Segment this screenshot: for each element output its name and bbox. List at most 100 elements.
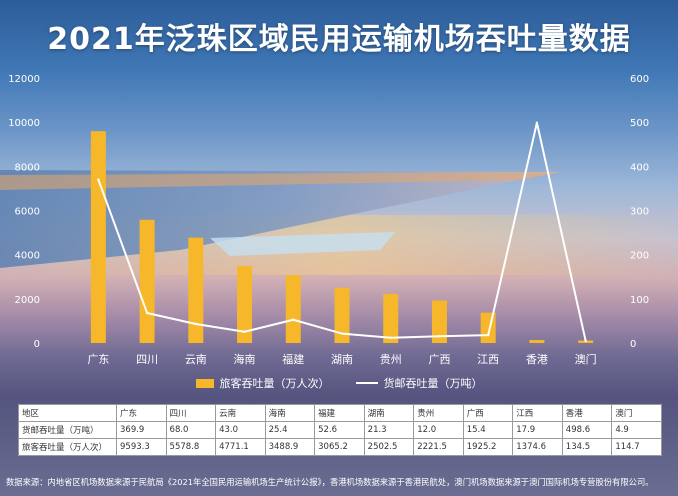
line-point <box>194 322 198 326</box>
bar <box>139 219 155 343</box>
table-header-cell: 广东 <box>116 404 167 422</box>
table-header-cell: 四川 <box>165 404 217 422</box>
legend-line-label: 货邮吞吐量（万吨） <box>383 377 483 390</box>
table-header-cell: 香港 <box>561 404 613 422</box>
category-label: 云南 <box>185 353 207 366</box>
right-axis-tick-label: 600 <box>630 74 649 85</box>
left-axis-tick-label: 4000 <box>15 251 40 262</box>
category-label: 四川 <box>136 353 158 366</box>
bar <box>383 293 399 343</box>
legend-bar-swatch <box>195 378 214 388</box>
data-table-container: 地区 广东 四川 云南 海南 福建 湖南 贵州 广西 江西 香港 澳门 货邮吞吐量（万吨） 369.9 6… <box>18 404 662 456</box>
category-label: 澳门 <box>575 352 597 366</box>
legend-line-swatch <box>355 382 378 384</box>
legend-item-bar: 旅客吞吐量（万人次） <box>195 375 330 391</box>
left-axis-tick-label: 6000 <box>15 207 40 218</box>
line-point <box>243 330 246 333</box>
line-point <box>535 121 539 124</box>
line-point <box>486 333 490 337</box>
table-row: 旅客吞吐量（万人次） 9593.3 5578.8 4771.1 3488.9 3065.2… <box>18 438 662 456</box>
table-cell: 25.4 <box>264 421 316 439</box>
category-label: 香港 <box>526 353 548 366</box>
category-label: 江西 <box>477 353 499 366</box>
category-label: 福建 <box>282 352 304 366</box>
table-cell: 9593.3 <box>116 438 167 456</box>
right-axis-tick-label: 0 <box>630 339 636 350</box>
table-cell: 4771.1 <box>215 438 266 456</box>
legend-bar-label: 旅客吞吐量（万人次） <box>219 377 330 390</box>
table-cell: 1374.6 <box>512 438 563 456</box>
bar <box>431 300 447 343</box>
left-axis-tick-label: 12000 <box>8 74 40 85</box>
category-label: 广西 <box>428 353 450 366</box>
chart-title: 2021年泛珠区域民用运输机场吞吐量数据 <box>47 22 631 57</box>
table-cell: 369.9 <box>116 421 167 439</box>
table-header-cell: 湖南 <box>363 404 415 422</box>
table-header-cell: 澳门 <box>611 404 662 422</box>
bar-series <box>90 131 594 343</box>
right-axis-tick-label: 300 <box>630 207 649 218</box>
table-cell: 2502.5 <box>363 438 415 456</box>
line-point <box>389 336 392 339</box>
right-axis-tick-label: 400 <box>630 162 649 173</box>
data-source-note: 数据来源：内地省区机场数据来源于民航局《2021年全国民用运输机场生产统计公报》… <box>6 477 654 487</box>
legend-item-line: 货邮吞吐量（万吨） <box>355 375 483 391</box>
table-header-cell: 广西 <box>462 404 514 422</box>
table-cell: 15.4 <box>462 421 514 439</box>
category-label: 海南 <box>234 352 256 366</box>
bar <box>90 131 106 343</box>
right-axis-ticks: 0 100 200 300 400 500 600 <box>630 74 649 350</box>
line-point <box>292 318 295 321</box>
table-cell: 2221.5 <box>413 438 464 456</box>
category-label: 广东 <box>87 353 109 366</box>
right-axis-tick-label: 500 <box>630 118 649 129</box>
table-cell: 68.0 <box>165 421 217 439</box>
category-labels: 广东 四川 云南 海南 福建 湖南 贵州 广西 江西 香港 澳门 <box>87 352 596 366</box>
table-cell: 43.0 <box>215 421 266 439</box>
table-header-cell: 江西 <box>512 404 563 422</box>
bar <box>529 340 545 343</box>
category-label: 贵州 <box>380 353 402 366</box>
left-axis-tick-label: 10000 <box>8 118 40 129</box>
table-cell: 5578.8 <box>165 438 217 456</box>
line-point <box>97 178 100 181</box>
table-cell: 货邮吞吐量（万吨） <box>18 421 117 439</box>
table-header-cell: 地区 <box>18 404 117 422</box>
line-point <box>145 311 149 315</box>
table-cell: 1925.2 <box>462 438 514 456</box>
table-header-cell: 云南 <box>215 404 266 422</box>
bar <box>334 287 350 343</box>
line-point <box>584 339 587 343</box>
category-label: 湖南 <box>331 353 353 366</box>
table-header-row: 地区 广东 四川 云南 海南 福建 湖南 贵州 广西 江西 香港 澳门 <box>18 404 662 422</box>
left-axis-tick-label: 8000 <box>15 162 40 173</box>
left-axis-ticks: 0 2000 4000 6000 8000 10000 12000 <box>8 74 40 350</box>
right-axis-tick-label: 100 <box>630 295 649 306</box>
table-cell: 498.6 <box>561 421 613 439</box>
table-cell: 旅客吞吐量（万人次） <box>18 438 117 456</box>
table-cell: 21.3 <box>363 421 415 439</box>
table-cell: 3065.2 <box>314 438 365 456</box>
bar <box>285 275 301 343</box>
left-axis-tick-label: 2000 <box>15 295 40 306</box>
table-cell: 114.7 <box>611 438 662 456</box>
table-header-cell: 海南 <box>264 404 316 422</box>
table-header-cell: 贵州 <box>413 404 464 422</box>
line-series <box>97 121 587 343</box>
table-cell: 3488.9 <box>264 438 316 456</box>
line-point <box>438 334 441 338</box>
left-axis-tick-label: 0 <box>34 339 40 350</box>
table-cell: 12.0 <box>413 421 464 439</box>
legend: 旅客吞吐量（万人次） 货邮吞吐量（万吨） <box>0 375 678 391</box>
chart-plot: 0 2000 4000 6000 8000 10000 12000 0 100 200 300 40… <box>8 74 649 366</box>
table-cell: 17.9 <box>512 421 563 439</box>
bar <box>237 265 253 343</box>
bar <box>480 312 496 343</box>
table-cell: 134.5 <box>561 438 613 456</box>
line-point <box>340 332 344 335</box>
table-cell: 52.6 <box>314 421 365 439</box>
bar <box>188 237 204 343</box>
right-axis-tick-label: 200 <box>630 251 649 262</box>
table-body: 货邮吞吐量（万吨） 369.9 68.0 43.0 25.4 52.6 21.3 12.0 15… <box>18 421 662 456</box>
